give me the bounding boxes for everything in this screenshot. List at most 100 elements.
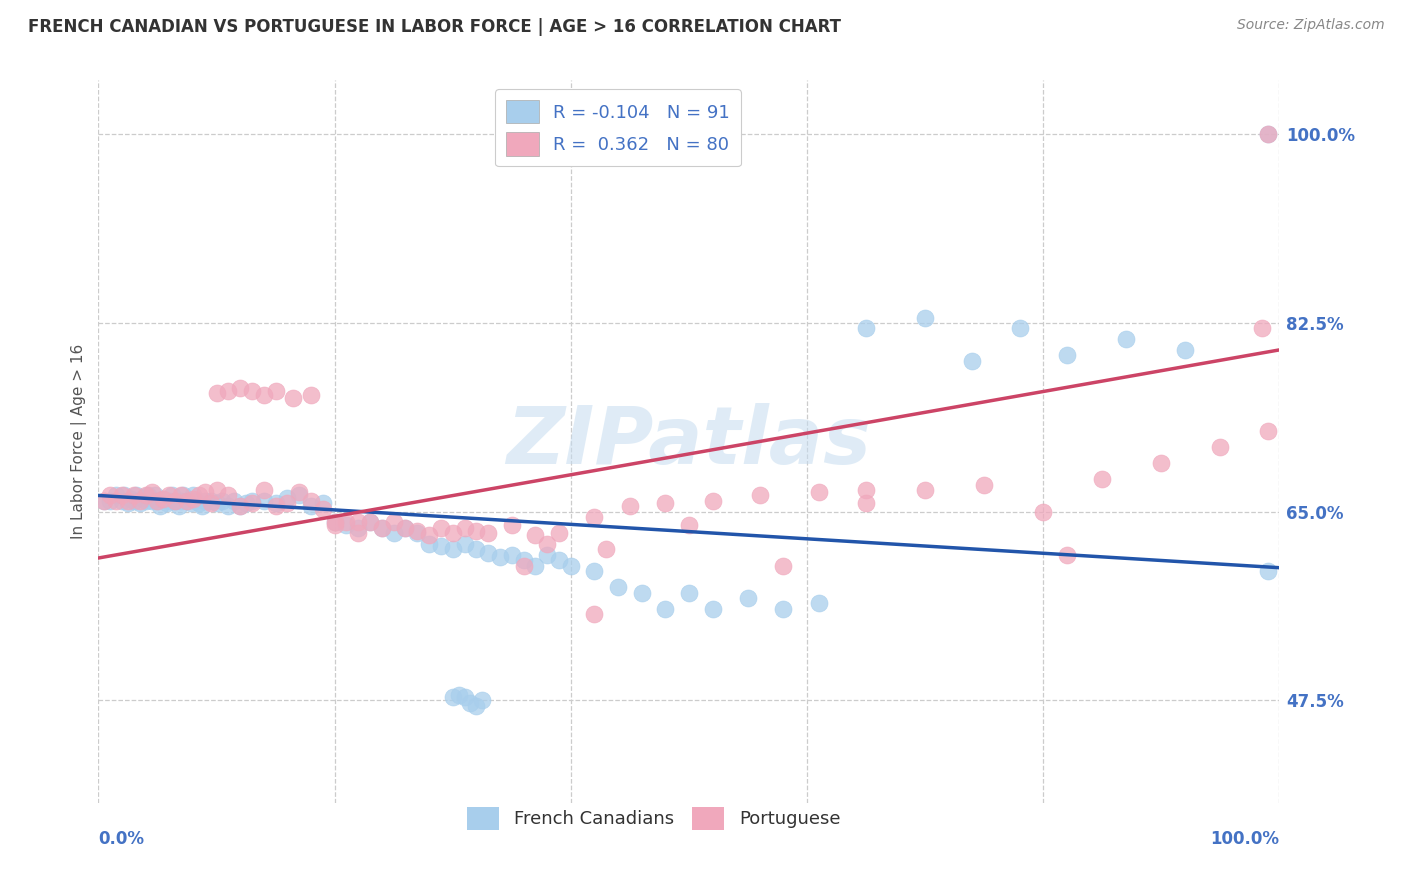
Point — [136, 488, 159, 502]
Point — [748, 488, 770, 502]
Point — [165, 493, 187, 508]
Point — [807, 596, 830, 610]
Point — [125, 488, 148, 502]
Y-axis label: In Labor Force | Age > 16: In Labor Force | Age > 16 — [72, 344, 87, 539]
Point — [347, 521, 370, 535]
Point — [1209, 440, 1232, 454]
Text: 100.0%: 100.0% — [1211, 830, 1279, 847]
Point — [973, 477, 995, 491]
Point — [264, 496, 287, 510]
Point — [347, 526, 370, 541]
Point — [276, 491, 298, 505]
Point — [323, 516, 346, 530]
Point — [583, 510, 606, 524]
Point — [1008, 321, 1031, 335]
Point — [117, 493, 139, 508]
Point — [654, 496, 676, 510]
Point — [205, 483, 228, 497]
Point — [702, 493, 724, 508]
Point — [299, 500, 322, 514]
Point — [371, 521, 394, 535]
Text: ZIPatlas: ZIPatlas — [506, 402, 872, 481]
Point — [194, 485, 217, 500]
Point — [157, 493, 180, 508]
Legend: French Canadians, Portuguese: French Canadians, Portuguese — [460, 799, 848, 837]
Point — [132, 491, 155, 505]
Point — [347, 516, 370, 530]
Point — [595, 542, 617, 557]
Point — [135, 488, 157, 502]
Point — [156, 496, 179, 510]
Point — [187, 488, 209, 502]
Point — [194, 493, 217, 508]
Point — [654, 601, 676, 615]
Point — [122, 488, 145, 502]
Point — [855, 483, 877, 497]
Point — [1257, 127, 1279, 141]
Point — [630, 585, 652, 599]
Point — [441, 542, 464, 557]
Point — [312, 496, 335, 510]
Point — [607, 580, 630, 594]
Point — [235, 496, 257, 510]
Point — [217, 488, 239, 502]
Point — [111, 488, 134, 502]
Point — [1056, 348, 1078, 362]
Point — [548, 553, 571, 567]
Point — [382, 516, 405, 530]
Point — [105, 488, 128, 502]
Point — [1257, 424, 1279, 438]
Point — [276, 496, 298, 510]
Point — [288, 485, 311, 500]
Point — [160, 488, 183, 502]
Point — [335, 517, 357, 532]
Point — [112, 488, 135, 502]
Point — [406, 524, 429, 538]
Point — [394, 521, 416, 535]
Point — [1257, 127, 1279, 141]
Point — [583, 607, 606, 621]
Point — [184, 493, 207, 508]
Point — [229, 381, 252, 395]
Point — [141, 493, 163, 508]
Point — [560, 558, 582, 573]
Point — [737, 591, 759, 605]
Point — [135, 493, 157, 508]
Point — [229, 500, 252, 514]
Point — [299, 388, 322, 402]
Point — [335, 516, 357, 530]
Point — [143, 488, 166, 502]
Point — [121, 491, 143, 506]
Point — [217, 384, 239, 398]
Point — [394, 521, 416, 535]
Point — [1150, 456, 1173, 470]
Point — [211, 493, 233, 508]
Point — [382, 526, 405, 541]
Point — [288, 488, 311, 502]
Point — [152, 491, 174, 506]
Point — [181, 488, 204, 502]
Point — [283, 392, 305, 406]
Point — [524, 558, 547, 573]
Point — [406, 526, 429, 541]
Point — [323, 517, 346, 532]
Point — [323, 516, 346, 530]
Point — [548, 526, 571, 541]
Point — [583, 564, 606, 578]
Point — [512, 553, 534, 567]
Point — [200, 493, 222, 508]
Point — [441, 526, 464, 541]
Point — [299, 493, 322, 508]
Point — [141, 485, 163, 500]
Point — [149, 500, 172, 514]
Point — [702, 601, 724, 615]
Point — [240, 493, 263, 508]
Point — [447, 688, 470, 702]
Point — [167, 500, 190, 514]
Point — [205, 386, 228, 401]
Point — [98, 493, 121, 508]
Point — [1250, 321, 1272, 335]
Point — [176, 493, 198, 508]
Point — [1032, 505, 1054, 519]
Point — [914, 483, 936, 497]
